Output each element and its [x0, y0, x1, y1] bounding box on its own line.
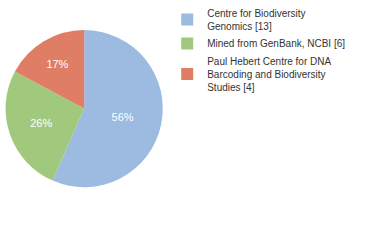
svg-text:Mined from GenBank, NCBI [6]: Mined from GenBank, NCBI [6] [207, 38, 345, 49]
svg-text:Centre for BiodiversityGenomic: Centre for BiodiversityGenomics [13] [207, 8, 305, 32]
svg-text:Paul Hebert Centre for DNABarc: Paul Hebert Centre for DNABarcoding and … [207, 56, 331, 93]
svg-text:17%: 17% [46, 58, 68, 70]
svg-text:56%: 56% [112, 111, 134, 123]
svg-text:26%: 26% [30, 117, 52, 129]
